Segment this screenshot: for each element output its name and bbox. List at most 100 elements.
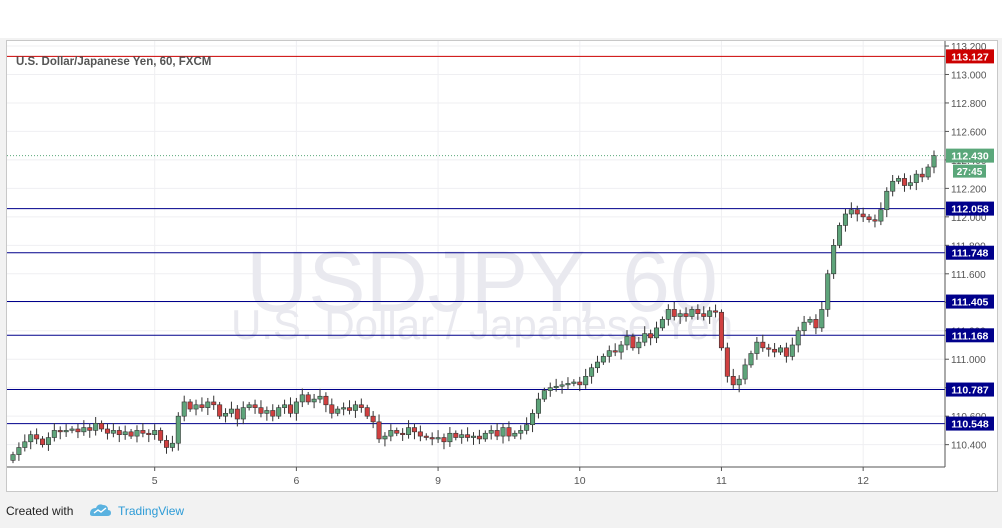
candle	[45, 432, 51, 451]
candle	[370, 411, 376, 429]
time-tick-label: 9	[435, 475, 441, 487]
candle	[40, 436, 46, 448]
candle	[530, 409, 536, 433]
candle	[901, 173, 907, 192]
candle	[831, 239, 837, 279]
candle	[772, 342, 778, 358]
price-tick-label: 113.000	[951, 70, 987, 81]
candle	[730, 368, 736, 389]
candle	[228, 401, 234, 418]
candle	[636, 337, 642, 355]
candle	[335, 406, 341, 417]
candle	[777, 344, 783, 355]
candle	[624, 330, 630, 351]
candle	[199, 397, 205, 412]
candle	[783, 342, 789, 363]
candle	[134, 425, 140, 443]
candle	[695, 304, 701, 320]
countdown-tag: 27:45	[953, 164, 986, 178]
candle	[341, 402, 347, 416]
svg-text:110.548: 110.548	[951, 419, 989, 431]
svg-text:110.787: 110.787	[951, 385, 989, 397]
candle	[913, 170, 919, 191]
candle	[642, 326, 648, 347]
candle	[28, 430, 34, 450]
candle	[807, 316, 813, 326]
price-tick-label: 112.600	[951, 127, 987, 138]
candle	[766, 343, 772, 357]
candle	[181, 395, 187, 422]
candle	[748, 350, 754, 368]
svg-text:111.168: 111.168	[952, 330, 989, 342]
time-tick-label: 6	[293, 475, 299, 487]
candle	[364, 404, 370, 420]
symbol-title: U.S. Dollar/Japanese Yen, 60, FXCM	[16, 56, 211, 68]
candle	[217, 401, 223, 420]
price-tick-label: 112.200	[951, 184, 987, 195]
price-tick-label: 112.000	[951, 213, 987, 224]
candle	[400, 428, 406, 441]
candle	[594, 355, 600, 373]
time-tick-label: 12	[857, 475, 869, 487]
candle	[146, 429, 152, 443]
candle	[447, 426, 453, 447]
price-tick-label: 110.400	[951, 441, 987, 452]
svg-text:112.430: 112.430	[951, 151, 989, 163]
candle	[51, 423, 57, 442]
candle	[99, 420, 105, 432]
candle	[547, 382, 553, 397]
candle	[358, 398, 364, 413]
candle	[707, 306, 713, 324]
candle	[81, 420, 87, 436]
candle	[34, 428, 40, 445]
candle	[760, 334, 766, 352]
time-tick-label: 10	[574, 475, 586, 487]
candle	[860, 207, 866, 222]
candle	[169, 435, 175, 452]
price-axis: 110.400110.600110.800111.000111.200111.4…	[944, 41, 997, 491]
candle	[795, 326, 801, 353]
candle	[234, 405, 240, 427]
tradingview-brand[interactable]: TradingView	[118, 504, 185, 518]
candle	[571, 379, 577, 387]
candle	[376, 414, 382, 443]
candle	[459, 429, 465, 444]
candle	[152, 424, 158, 440]
candle	[16, 442, 22, 461]
price-tick-label: 112.800	[951, 99, 987, 110]
candle	[140, 423, 146, 438]
candle	[299, 388, 305, 408]
candle	[264, 406, 270, 421]
price-tick-label: 111.600	[951, 270, 986, 281]
candle	[789, 337, 795, 361]
chart-panel: USDJPY, 60 U.S. Dollar / Japanese Yen 11…	[6, 40, 998, 492]
candle	[718, 309, 724, 351]
candle	[63, 424, 69, 437]
candle	[317, 388, 323, 404]
candle	[577, 376, 583, 392]
svg-text:27:45: 27:45	[957, 167, 983, 178]
candle	[205, 397, 211, 416]
candle	[116, 426, 122, 443]
candle	[193, 399, 199, 416]
candle	[276, 404, 282, 420]
candle	[518, 425, 524, 440]
candle	[872, 214, 878, 228]
level-price-tag: 111.748	[946, 245, 994, 260]
candle	[565, 377, 571, 390]
svg-text:111.748: 111.748	[952, 248, 989, 260]
level-price-tag: 110.548	[946, 416, 994, 431]
candle	[654, 321, 660, 343]
candle	[713, 304, 719, 318]
candlestick-chart: USDJPY, 60 U.S. Dollar / Japanese Yen 11…	[7, 41, 997, 491]
candle	[848, 202, 854, 218]
candle	[187, 399, 193, 412]
level-price-tag: 112.058	[946, 201, 994, 216]
created-with-label: Created with	[6, 504, 74, 518]
candle	[435, 430, 441, 443]
candle	[701, 306, 707, 321]
candle	[211, 395, 217, 410]
time-tick-label: 5	[152, 475, 158, 487]
candle	[388, 424, 394, 442]
candle	[69, 426, 75, 434]
